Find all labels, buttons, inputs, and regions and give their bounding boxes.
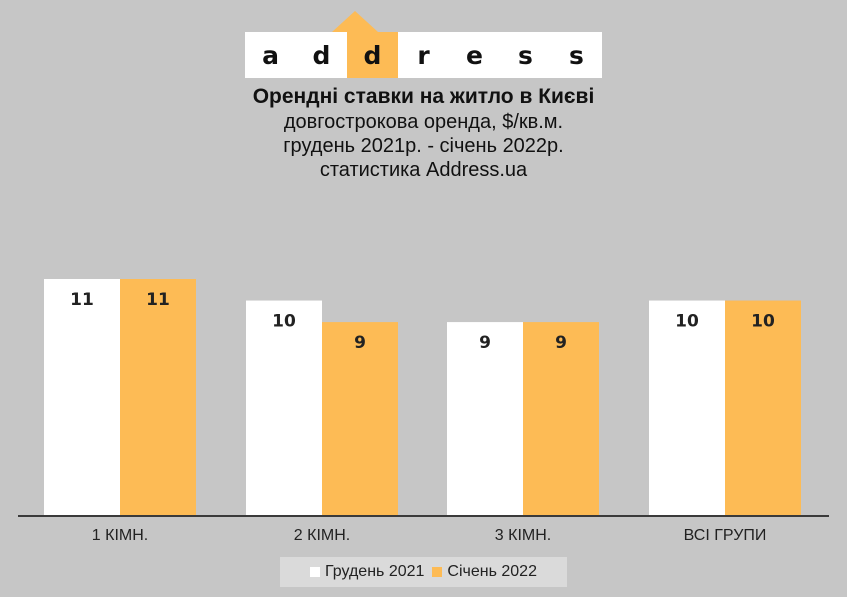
data-label: 10: [751, 312, 775, 332]
chart-title: Орендні ставки на житло в Києві: [252, 85, 595, 108]
data-label: 9: [479, 333, 491, 353]
bar: [725, 300, 801, 516]
category-label: 2 КІМН.: [294, 527, 350, 544]
bar: [649, 300, 725, 516]
chart-subtitle-1: довгострокова оренда, $/кв.м.: [283, 111, 564, 133]
legend-swatch: [432, 567, 443, 577]
data-label: 11: [70, 290, 94, 310]
logo-letter: s: [500, 32, 551, 78]
bar: [523, 322, 599, 516]
logo-letter: e: [449, 32, 500, 78]
legend-label: Грудень 2021: [325, 563, 425, 580]
logo-triangle: [332, 11, 378, 32]
legend-item: Грудень 2021: [310, 563, 424, 581]
chart-subtitle-2: грудень 2021р. - січень 2022р.: [283, 135, 564, 157]
legend-swatch: [310, 567, 321, 577]
bar: [44, 279, 120, 516]
chart-header: Орендні ставки на житло в Києві довгостр…: [0, 84, 847, 182]
category-label: 3 КІМН.: [495, 527, 551, 544]
legend: Грудень 2021 Січень 2022: [280, 557, 567, 587]
bar: [447, 322, 523, 516]
bar: [120, 279, 196, 516]
bar: [322, 322, 398, 516]
legend-item: Січень 2022: [432, 563, 537, 581]
logo-letter: a: [245, 32, 296, 78]
legend-label: Січень 2022: [447, 563, 537, 580]
data-label: 9: [555, 333, 567, 353]
category-label: 1 КІМН.: [92, 527, 148, 544]
logo-letter: s: [551, 32, 602, 78]
category-label: ВСІ ГРУПИ: [684, 527, 767, 544]
chart-subtitle-3: статистика Address.ua: [319, 159, 528, 181]
logo-letter: d: [296, 32, 347, 78]
data-label: 10: [675, 312, 699, 332]
logo-letter: r: [398, 32, 449, 78]
logo-letter: d: [347, 32, 398, 78]
data-label: 10: [272, 312, 296, 332]
bar: [246, 300, 322, 516]
data-label: 11: [146, 290, 170, 310]
data-label: 9: [354, 333, 366, 353]
